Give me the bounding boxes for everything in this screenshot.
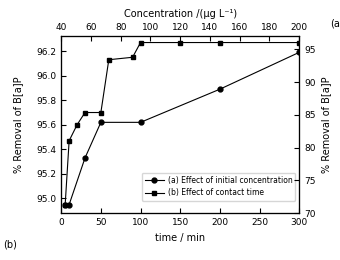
(b) Effect of contact time [75,123,79,126]
(b) Effect of contact time [99,111,103,114]
(a) Effect of initial concentration [67,203,71,206]
(a) Effect of initial concentration [297,51,301,54]
Text: (b): (b) [3,240,17,250]
(b) Effect of contact time [107,58,111,61]
(a) Effect of initial concentration [218,88,222,91]
(b) Effect of contact time [297,41,301,44]
(a) Effect of initial concentration [63,203,67,206]
Y-axis label: % Removal of B[a]P: % Removal of B[a]P [321,76,331,173]
Legend: (a) Effect of initial concentration, (b) Effect of contact time: (a) Effect of initial concentration, (b)… [141,173,295,200]
(b) Effect of contact time [83,111,87,114]
(b) Effect of contact time [67,139,71,142]
(a) Effect of initial concentration [99,121,103,124]
(b) Effect of contact time [218,41,222,44]
X-axis label: Concentration /(μg L⁻¹): Concentration /(μg L⁻¹) [124,9,237,19]
(b) Effect of contact time [131,56,135,59]
(a) Effect of initial concentration [138,121,142,124]
(a) Effect of initial concentration [83,157,87,160]
X-axis label: time / min: time / min [155,233,205,243]
Line: (a) Effect of initial concentration: (a) Effect of initial concentration [63,50,302,207]
(b) Effect of contact time [63,203,67,206]
Y-axis label: % Removal of B[a]P: % Removal of B[a]P [13,76,23,173]
Text: (a): (a) [330,18,340,28]
Line: (b) Effect of contact time: (b) Effect of contact time [63,40,302,207]
(b) Effect of contact time [178,41,182,44]
(b) Effect of contact time [138,41,142,44]
